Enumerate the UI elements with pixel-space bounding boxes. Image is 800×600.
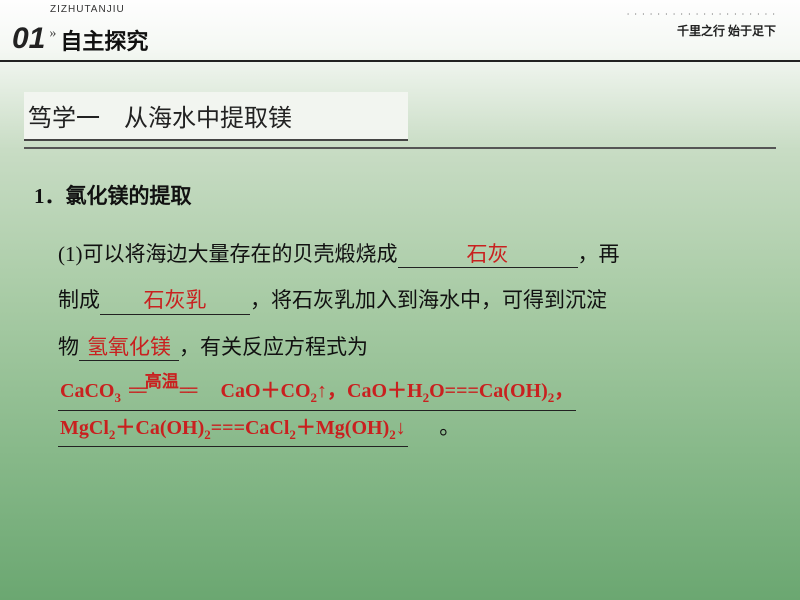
text-mid3a: 物 <box>58 335 79 359</box>
text-lead: (1)可以将海边大量存在的贝壳煅烧成 <box>58 242 398 266</box>
section-title-wrap: 笃学一 从海水中提取镁 <box>24 92 776 141</box>
blank-3: 氢氧化镁 <box>79 335 179 361</box>
text-mid2a: 制成 <box>58 288 100 312</box>
blank-2: 石灰乳 <box>100 288 250 314</box>
content-body: 1．氯化镁的提取 (1)可以将海边大量存在的贝壳煅烧成 石灰 ，再 制成 石灰乳 ，将石… <box>0 149 800 447</box>
eq-cao-h2o: ↑，CaO＋H <box>317 380 423 402</box>
eq-mgcl2: MgCl <box>60 417 109 439</box>
eq-mgoh2: ＋Mg(OH) <box>296 417 389 439</box>
eq-condition: 高温 <box>145 372 179 391</box>
eq-plus-caoh2: ＋Ca(OH) <box>115 417 204 439</box>
eq-cao-co2: CaO＋CO <box>201 380 311 402</box>
header-title: 自主探究 <box>60 24 148 56</box>
equation-line-1: CaCO3 ==高温== CaO＋CO2↑，CaO＋H2O===Ca(OH)2， <box>58 375 576 411</box>
fill-2: 石灰乳 <box>144 289 207 312</box>
header-motto: 千里之行 始于足下 <box>677 22 776 39</box>
section-number: 01 <box>12 22 45 56</box>
section-title: 笃学一 从海水中提取镁 <box>24 92 408 141</box>
dots-decoration: ···················· <box>627 10 780 19</box>
equation-line-2: MgCl2＋Ca(OH)2===CaCl2＋Mg(OH)2↓ <box>58 412 408 448</box>
period: 。 <box>439 415 460 439</box>
eq-down: ↓ <box>396 417 406 439</box>
paragraph: (1)可以将海边大量存在的贝壳煅烧成 石灰 ，再 制成 石灰乳 ，将石灰乳加入到海水中，… <box>34 231 766 370</box>
fill-1: 石灰 <box>467 243 509 266</box>
header-pinyin: ZIZHUTANJIU <box>50 4 125 15</box>
header-bar: ···················· ZIZHUTANJIU 01 » 自主… <box>0 0 800 60</box>
text-mid2b: ，将石灰乳加入到海水中，可得到沉淀 <box>250 288 607 312</box>
eq-cacl2: ===CaCl <box>211 417 290 439</box>
subheading: 1．氯化镁的提取 <box>34 173 766 219</box>
fill-3: 氢氧化镁 <box>87 336 171 359</box>
eq-caoh2: O===Ca(OH) <box>429 380 548 402</box>
equation-block: CaCO3 ==高温== CaO＋CO2↑，CaO＋H2O===Ca(OH)2，… <box>34 374 766 448</box>
eq-comma: ， <box>554 380 574 402</box>
blank-1: 石灰 <box>398 242 578 268</box>
eq-caco3: CaCO <box>60 380 114 402</box>
text-mid3b: ，有关反应方程式为 <box>179 335 368 359</box>
header-divider <box>0 60 800 62</box>
text-mid1: ，再 <box>578 242 620 266</box>
chevron-icon: » <box>49 26 52 42</box>
